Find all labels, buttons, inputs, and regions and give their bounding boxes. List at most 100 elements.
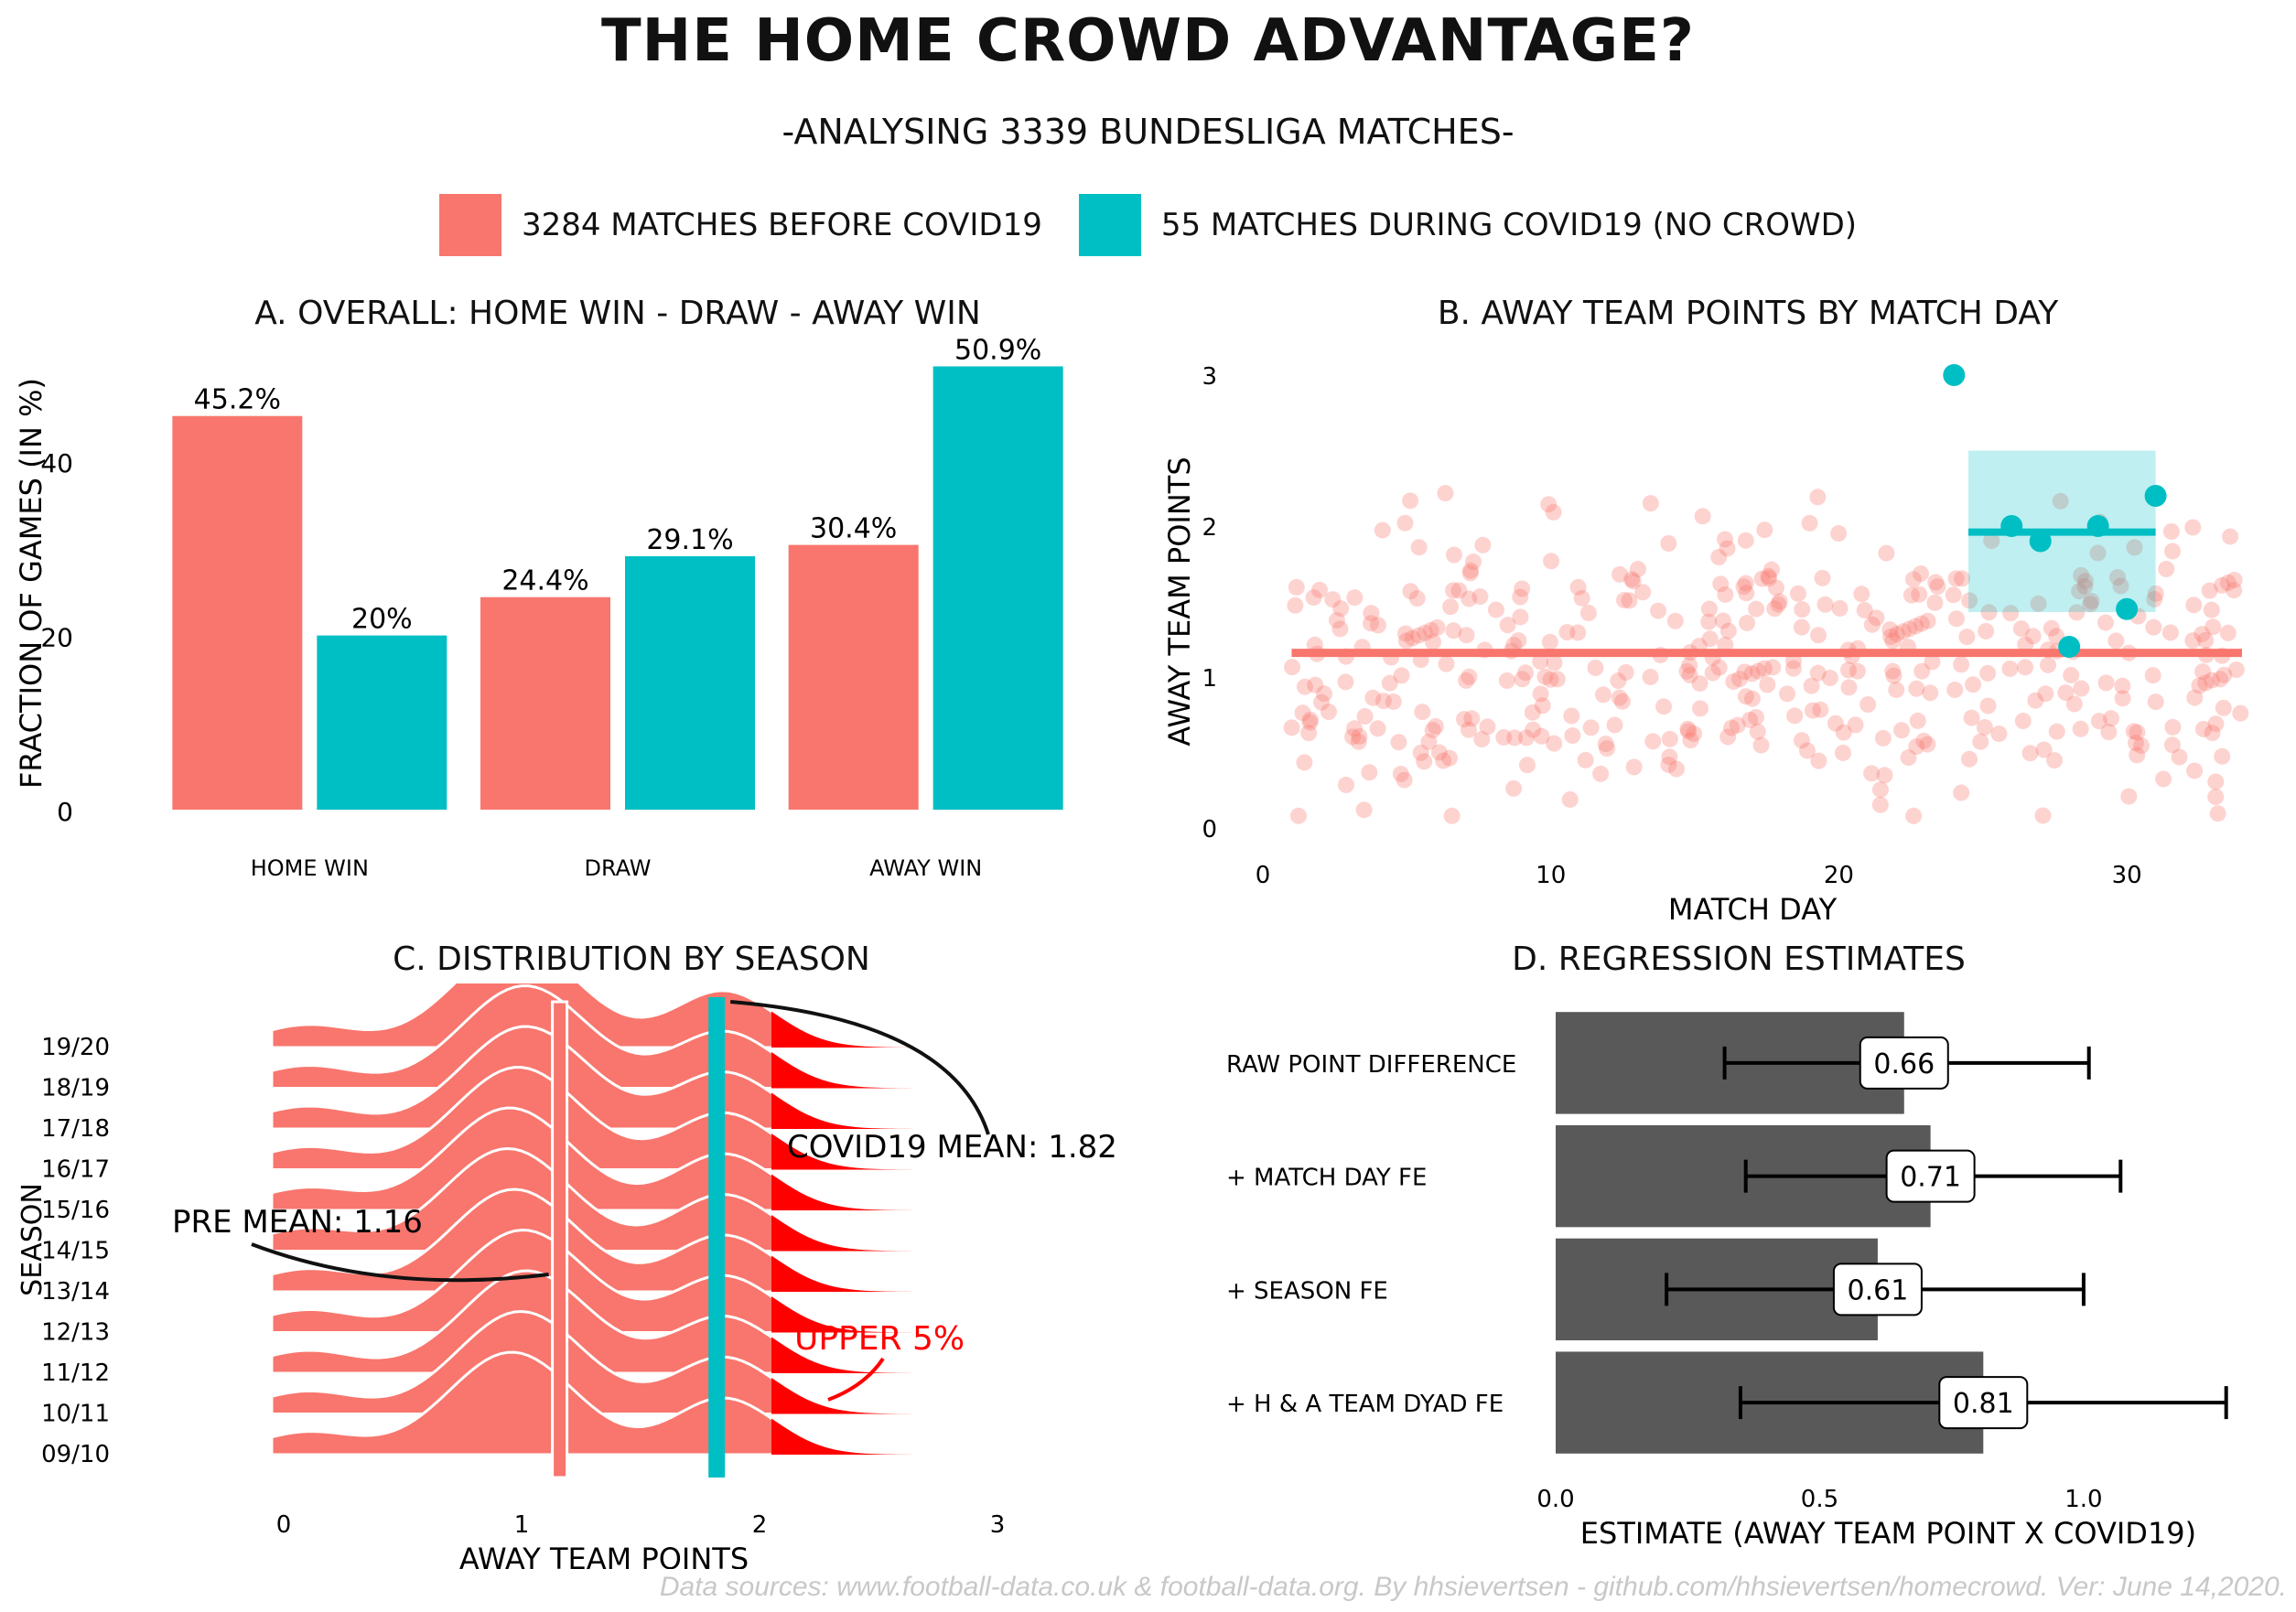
- x-axis-label: MATCH DAY: [1668, 892, 1838, 924]
- pre-point: [1300, 725, 1318, 742]
- pre-point: [1465, 553, 1482, 571]
- estimate-label-box: [1832, 1263, 1923, 1316]
- pre-point: [1736, 663, 1753, 681]
- pre-point: [2017, 636, 2034, 653]
- pre-point: [1871, 796, 1889, 813]
- pre-point: [1809, 489, 1827, 506]
- covid-point: [2116, 597, 2139, 620]
- pre-point: [1859, 696, 1877, 714]
- pre-point: [1283, 719, 1300, 736]
- pre-point: [1905, 807, 1923, 824]
- pre-point: [2158, 560, 2175, 577]
- pre-point: [1546, 735, 1563, 752]
- pre-point: [2184, 519, 2202, 536]
- pre-point: [1410, 539, 1428, 556]
- estimate-label: 0.61: [1848, 1274, 1909, 1306]
- estimate-label: 0.81: [1953, 1388, 2014, 1420]
- pre-point: [1764, 659, 1782, 676]
- pre-point: [1428, 618, 1446, 636]
- upper-5-tail: [771, 1295, 950, 1333]
- upper-5-tail: [771, 1133, 950, 1170]
- pre-point: [1408, 590, 1426, 607]
- x-tick-label: 20: [1824, 862, 1854, 889]
- regression-label: + H & A TEAM DYAD FE: [1226, 1391, 1504, 1418]
- pre-point: [1840, 679, 1858, 696]
- pre-point: [1369, 720, 1386, 737]
- pre-point: [2164, 543, 2182, 560]
- pre-point: [1900, 749, 1917, 767]
- pre-point: [1831, 599, 1849, 617]
- pre-point: [2024, 628, 2042, 645]
- pre-point: [2215, 699, 2232, 716]
- panel-d-title: D. REGRESSION ESTIMATES: [1512, 940, 1966, 978]
- pre-point: [1642, 668, 1659, 685]
- pre-point: [2057, 684, 2075, 702]
- pre-point: [1350, 733, 1367, 750]
- pre-point: [1839, 661, 1857, 679]
- pre-point: [1868, 609, 1885, 627]
- pre-point: [1752, 736, 1770, 754]
- pre-point: [1458, 672, 1475, 689]
- x-tick-label: 0.5: [1801, 1486, 1838, 1513]
- pre-point: [1794, 601, 1811, 618]
- pre-point: [1361, 764, 1378, 781]
- pre-point: [1737, 575, 1754, 592]
- pre-point: [1983, 532, 2000, 550]
- pre-point: [1719, 540, 1736, 557]
- upper-5-tail: [771, 1255, 950, 1292]
- pre-point: [1978, 622, 1995, 639]
- pre-point: [1871, 781, 1889, 799]
- pre-point: [2046, 752, 2064, 769]
- pre-point: [2034, 807, 2052, 824]
- pre-point: [1536, 668, 1554, 685]
- pre-point: [2191, 677, 2208, 694]
- upper-5-tail: [771, 1174, 950, 1210]
- pre-point: [2073, 680, 2090, 697]
- pre-point: [1922, 684, 1939, 702]
- pre-point: [1443, 807, 1461, 824]
- pre-point: [1621, 592, 1638, 609]
- pre-point: [1471, 588, 1489, 606]
- pre-point: [1582, 719, 1600, 736]
- covid-point: [2058, 636, 2081, 658]
- y-tick-label: 0: [1202, 816, 1217, 844]
- pre-point: [1737, 532, 1754, 549]
- season-tick-label: 18/19: [41, 1075, 110, 1102]
- pre-point: [1919, 612, 1936, 629]
- pre-point: [2207, 715, 2225, 733]
- pre-point: [1741, 711, 1759, 728]
- pre-point: [1356, 708, 1374, 725]
- pre-point: [1649, 602, 1666, 619]
- pre-point: [1599, 740, 1616, 758]
- pre-point: [1911, 586, 1928, 603]
- pre-point: [1624, 573, 1642, 590]
- pre-point: [1701, 630, 1719, 648]
- pre-point: [1884, 662, 1902, 680]
- pre-point: [1533, 727, 1550, 745]
- regression-label: + SEASON FE: [1226, 1277, 1388, 1305]
- pre-point: [1587, 659, 1604, 676]
- pre-point: [1743, 690, 1761, 707]
- pre-point: [1894, 623, 1912, 640]
- pre-mean-bar: [551, 1000, 569, 1479]
- pre-point: [1337, 776, 1354, 793]
- annotation-arrow-pre: [251, 1242, 549, 1283]
- pre-point: [1617, 663, 1634, 681]
- upper-5-tail: [771, 1092, 950, 1129]
- estimate-label: 0.66: [1873, 1048, 1935, 1080]
- pre-point: [1735, 578, 1752, 596]
- pre-point: [1499, 617, 1516, 634]
- pre-point: [2052, 492, 2069, 510]
- pre-point: [2194, 663, 2212, 681]
- pre-point: [1450, 582, 1468, 599]
- pre-point: [2186, 762, 2204, 779]
- pre-point: [1363, 615, 1380, 632]
- pre-point: [1289, 807, 1307, 824]
- pre-point: [1731, 671, 1749, 688]
- pre-point: [2073, 566, 2090, 584]
- pre-point: [1310, 581, 1328, 598]
- x-axis-label: ESTIMATE (AWAY TEAM POINT X COVID19): [1580, 1516, 2196, 1551]
- pre-point: [2204, 618, 2222, 636]
- pre-point: [1422, 621, 1439, 639]
- pre-point: [1761, 570, 1778, 587]
